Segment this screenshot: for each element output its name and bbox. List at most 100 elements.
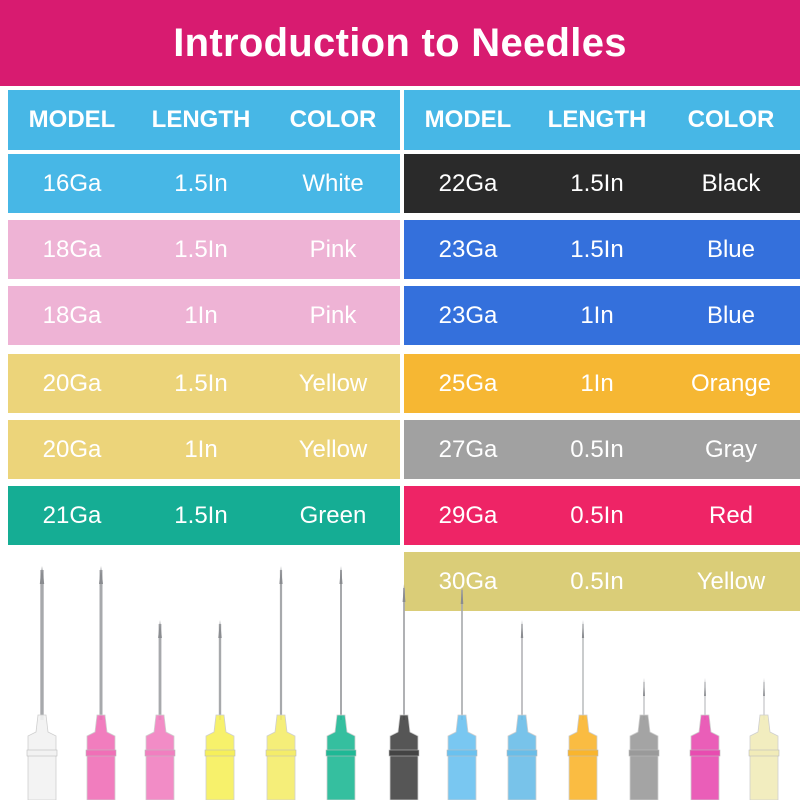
table-row: 18Ga 1.5In Pink <box>8 220 400 279</box>
needle <box>567 620 599 800</box>
table-row: 20Ga 1In Yellow <box>8 420 400 479</box>
needle <box>388 584 420 800</box>
needle-hub-rib <box>26 749 58 757</box>
column-header-length: LENGTH <box>547 106 647 133</box>
needle-hub <box>389 714 419 800</box>
needle-hub-rib <box>689 749 721 757</box>
needle-shaft <box>340 570 342 720</box>
table-row: 25Ga 1In Orange <box>404 354 800 413</box>
table-row: 23Ga 1.5In Blue <box>404 220 800 279</box>
cell-color: Green <box>299 501 367 529</box>
column-header-length: LENGTH <box>151 106 251 133</box>
needle-hub-rib <box>265 749 297 757</box>
needle-hub <box>86 714 116 800</box>
needle-shaft <box>763 682 765 720</box>
cell-color: Gray <box>704 435 757 463</box>
page-title: Introduction to Needles <box>173 20 627 65</box>
table-row: 20Ga 1.5In Yellow <box>8 354 400 413</box>
table-row: 27Ga 0.5In Gray <box>404 420 800 479</box>
cell-model: 23Ga <box>438 235 498 263</box>
needles-illustration <box>26 566 780 800</box>
cell-length: 1.5In <box>174 369 228 397</box>
table-header-row: MODEL LENGTH COLOR <box>404 90 800 150</box>
cell-color: Yellow <box>696 567 766 595</box>
cell-length: 1.5In <box>174 169 228 197</box>
needle-hub-rib <box>325 749 357 757</box>
needle-shaft <box>279 570 283 720</box>
needle <box>204 620 236 800</box>
column-header-color: COLOR <box>687 106 775 133</box>
needle <box>748 678 780 800</box>
cell-length: 1In <box>580 301 614 329</box>
cell-length: 1In <box>580 369 614 397</box>
table-header-row: MODEL LENGTH COLOR <box>8 90 400 150</box>
cell-color: Black <box>701 169 761 197</box>
needle-hub-rib <box>506 749 538 757</box>
cell-length: 1In <box>184 435 218 463</box>
cell-model: 25Ga <box>438 369 498 397</box>
needle-shaft <box>218 624 222 720</box>
table-row: 16Ga 1.5In White <box>8 154 400 213</box>
cell-model: 16Ga <box>42 169 102 197</box>
column-header-color: COLOR <box>289 106 377 133</box>
needle-tip <box>520 620 524 638</box>
title-banner: Introduction to Needles <box>0 0 800 86</box>
needle-hub-rib <box>628 749 660 757</box>
needle-shaft <box>704 682 706 720</box>
needle-shaft <box>40 570 44 720</box>
needle-hub <box>266 714 296 800</box>
needle-hub-rib <box>144 749 176 757</box>
needle-hub <box>447 714 477 800</box>
cell-color: Pink <box>309 301 357 329</box>
needle-hub-rib <box>567 749 599 757</box>
needle-hub-rib <box>388 749 420 757</box>
column-header-model: MODEL <box>28 106 116 133</box>
cell-length: 1.5In <box>174 235 228 263</box>
cell-model: 20Ga <box>42 435 102 463</box>
needle-tip <box>39 566 45 584</box>
cell-length: 1.5In <box>174 501 228 529</box>
needle-tip <box>643 678 645 696</box>
cell-model: 27Ga <box>438 435 498 463</box>
needle-hub <box>507 714 537 800</box>
needle-shaft <box>403 588 405 720</box>
needle-shaft <box>99 570 103 720</box>
cell-length: 1.5In <box>570 235 624 263</box>
needle-tip <box>158 620 162 638</box>
needle-hub <box>690 714 720 800</box>
needle-tip <box>402 584 406 602</box>
cell-model: 23Ga <box>438 301 498 329</box>
needle-hub <box>145 714 175 800</box>
needle <box>265 566 297 800</box>
table-row: 23Ga 1In Blue <box>404 286 800 345</box>
needle <box>85 566 117 800</box>
cell-length: 1.5In <box>570 169 624 197</box>
cell-color: Orange <box>690 369 772 397</box>
cell-color: White <box>302 169 364 197</box>
needle-hub <box>27 714 57 800</box>
cell-length: 0.5In <box>570 501 624 529</box>
needle-hub <box>629 714 659 800</box>
needle-hub <box>205 714 235 800</box>
needle <box>446 586 478 800</box>
needle-shaft <box>461 590 463 720</box>
needle-tip <box>581 620 585 638</box>
needle-hub-rib <box>748 749 780 757</box>
needle-hub <box>749 714 779 800</box>
cell-length: 1In <box>184 301 218 329</box>
needle <box>144 620 176 800</box>
needle-shaft <box>158 624 162 720</box>
needle-tip <box>704 678 706 696</box>
table-row: 30Ga 0.5In Yellow <box>404 552 800 611</box>
table-row: 18Ga 1In Pink <box>8 286 400 345</box>
cell-color: Yellow <box>298 435 368 463</box>
cell-model: 30Ga <box>438 567 498 595</box>
needle <box>628 678 660 800</box>
needle-tip <box>339 566 343 584</box>
needle-hub-rib <box>85 749 117 757</box>
needle-tip <box>763 678 765 696</box>
cell-model: 22Ga <box>438 169 498 197</box>
needle-tip <box>99 566 103 584</box>
column-header-model: MODEL <box>424 106 512 133</box>
table-row: 21Ga 1.5In Green <box>8 486 400 545</box>
